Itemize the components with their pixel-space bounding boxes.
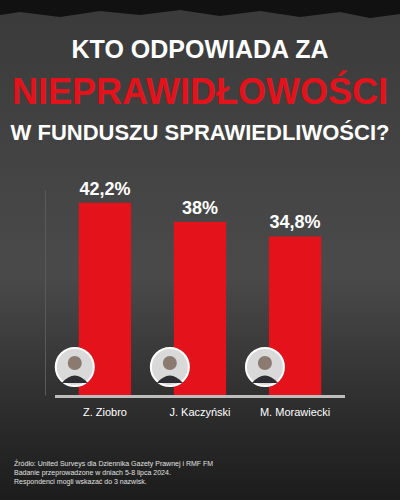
portrait-head [68, 356, 82, 370]
category-tick: Z. Ziobro [83, 406, 127, 418]
baseline [55, 395, 345, 398]
axis-line [45, 191, 46, 396]
portrait-body [62, 376, 88, 384]
source-note: Respondenci mogli wskazać do 3 nazwisk. [14, 478, 147, 486]
source-note: Źródło: United Surveys dla Dziennika Gaz… [14, 459, 213, 468]
portrait-frame [246, 348, 284, 386]
top-strip [0, 0, 400, 18]
portrait-frame [151, 348, 189, 386]
portrait-frame [56, 348, 94, 386]
x-axis: Z. Ziobro J. Kaczyński M. Morawiecki [83, 406, 330, 418]
portrait [56, 348, 94, 386]
data-label: 34,8% [270, 212, 321, 232]
title: KTO ODPOWIADA ZA NIEPRAWIDŁOWOŚCI W FUNDUS… [11, 35, 390, 145]
source-note: Badanie przeprowadzone w dniach 5-8 lipc… [14, 469, 171, 477]
title-line: KTO ODPOWIADA ZA [72, 35, 329, 63]
category-label: J. Kaczyński [169, 406, 230, 418]
data-label: 42,2% [79, 179, 130, 199]
portrait [246, 348, 284, 386]
background [0, 0, 400, 500]
portrait [151, 348, 189, 386]
portrait-head [163, 356, 177, 370]
title-line: NIEPRAWIDŁOWOŚCI [12, 70, 388, 112]
category-label: M. Morawiecki [260, 406, 330, 418]
category-label: Z. Ziobro [83, 406, 127, 418]
portrait-body [157, 376, 183, 384]
bars [79, 203, 321, 395]
chart: KTO ODPOWIADA ZA NIEPRAWIDŁOWOŚCI W FUNDUS… [0, 0, 400, 500]
title-line: W FUNDUSZU SPRAWIEDLIWOŚCI? [11, 120, 390, 145]
portrait-body [252, 376, 278, 384]
data-label: 38% [182, 198, 218, 218]
category-tick: J. Kaczyński [169, 406, 230, 418]
y-axis [45, 191, 46, 396]
portrait-head [258, 356, 272, 370]
category-tick: M. Morawiecki [260, 406, 330, 418]
